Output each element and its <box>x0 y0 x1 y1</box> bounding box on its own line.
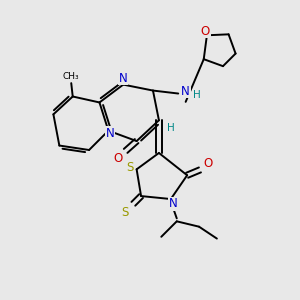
Text: O: O <box>204 158 213 170</box>
Text: S: S <box>126 161 134 174</box>
Text: CH₃: CH₃ <box>63 72 80 81</box>
Text: H: H <box>193 90 200 100</box>
Text: N: N <box>169 197 178 210</box>
Text: O: O <box>114 152 123 165</box>
Text: N: N <box>119 72 128 85</box>
Text: N: N <box>106 127 114 140</box>
Text: O: O <box>201 25 210 38</box>
Text: N: N <box>181 85 190 98</box>
Text: H: H <box>167 123 175 133</box>
Text: S: S <box>122 206 129 219</box>
